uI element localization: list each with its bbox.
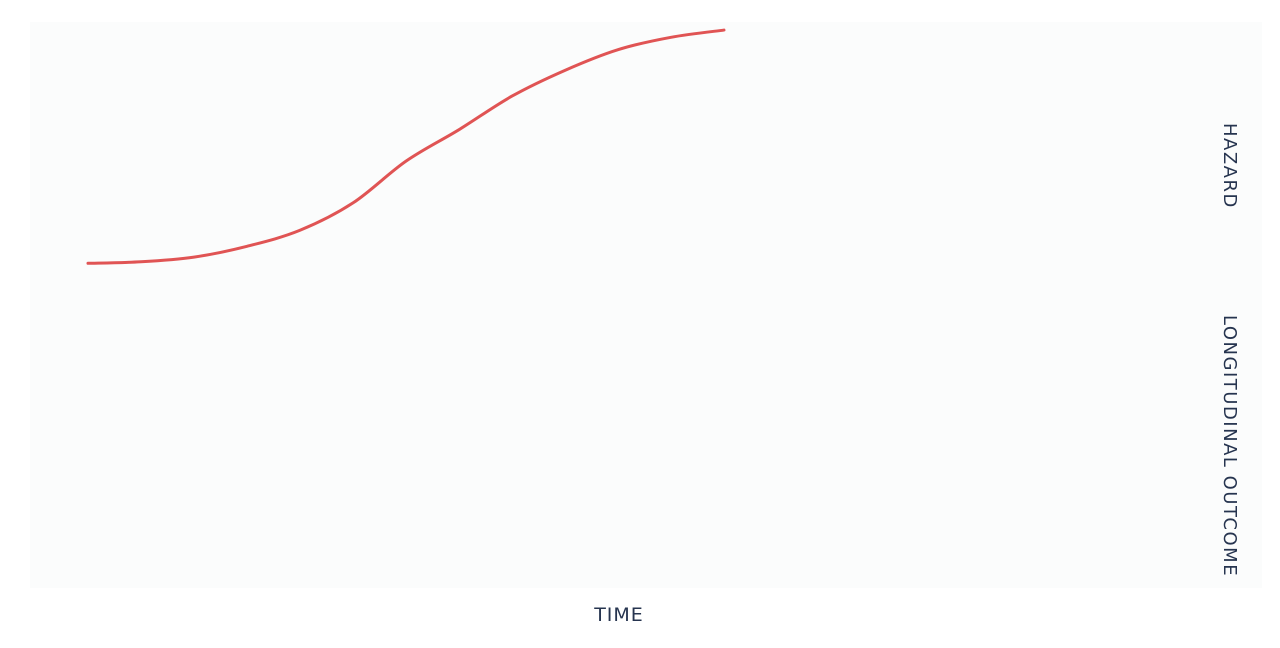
- plot-panel: [30, 22, 1262, 588]
- x-axis-label: TIME: [594, 604, 644, 626]
- series-layer: [86, 28, 726, 265]
- hazard-axis-label: HAZARD: [1219, 123, 1240, 209]
- series-line-0: [86, 28, 726, 265]
- longitudinal-outcome-axis-label: LONGITUDINAL OUTCOME: [1219, 315, 1240, 578]
